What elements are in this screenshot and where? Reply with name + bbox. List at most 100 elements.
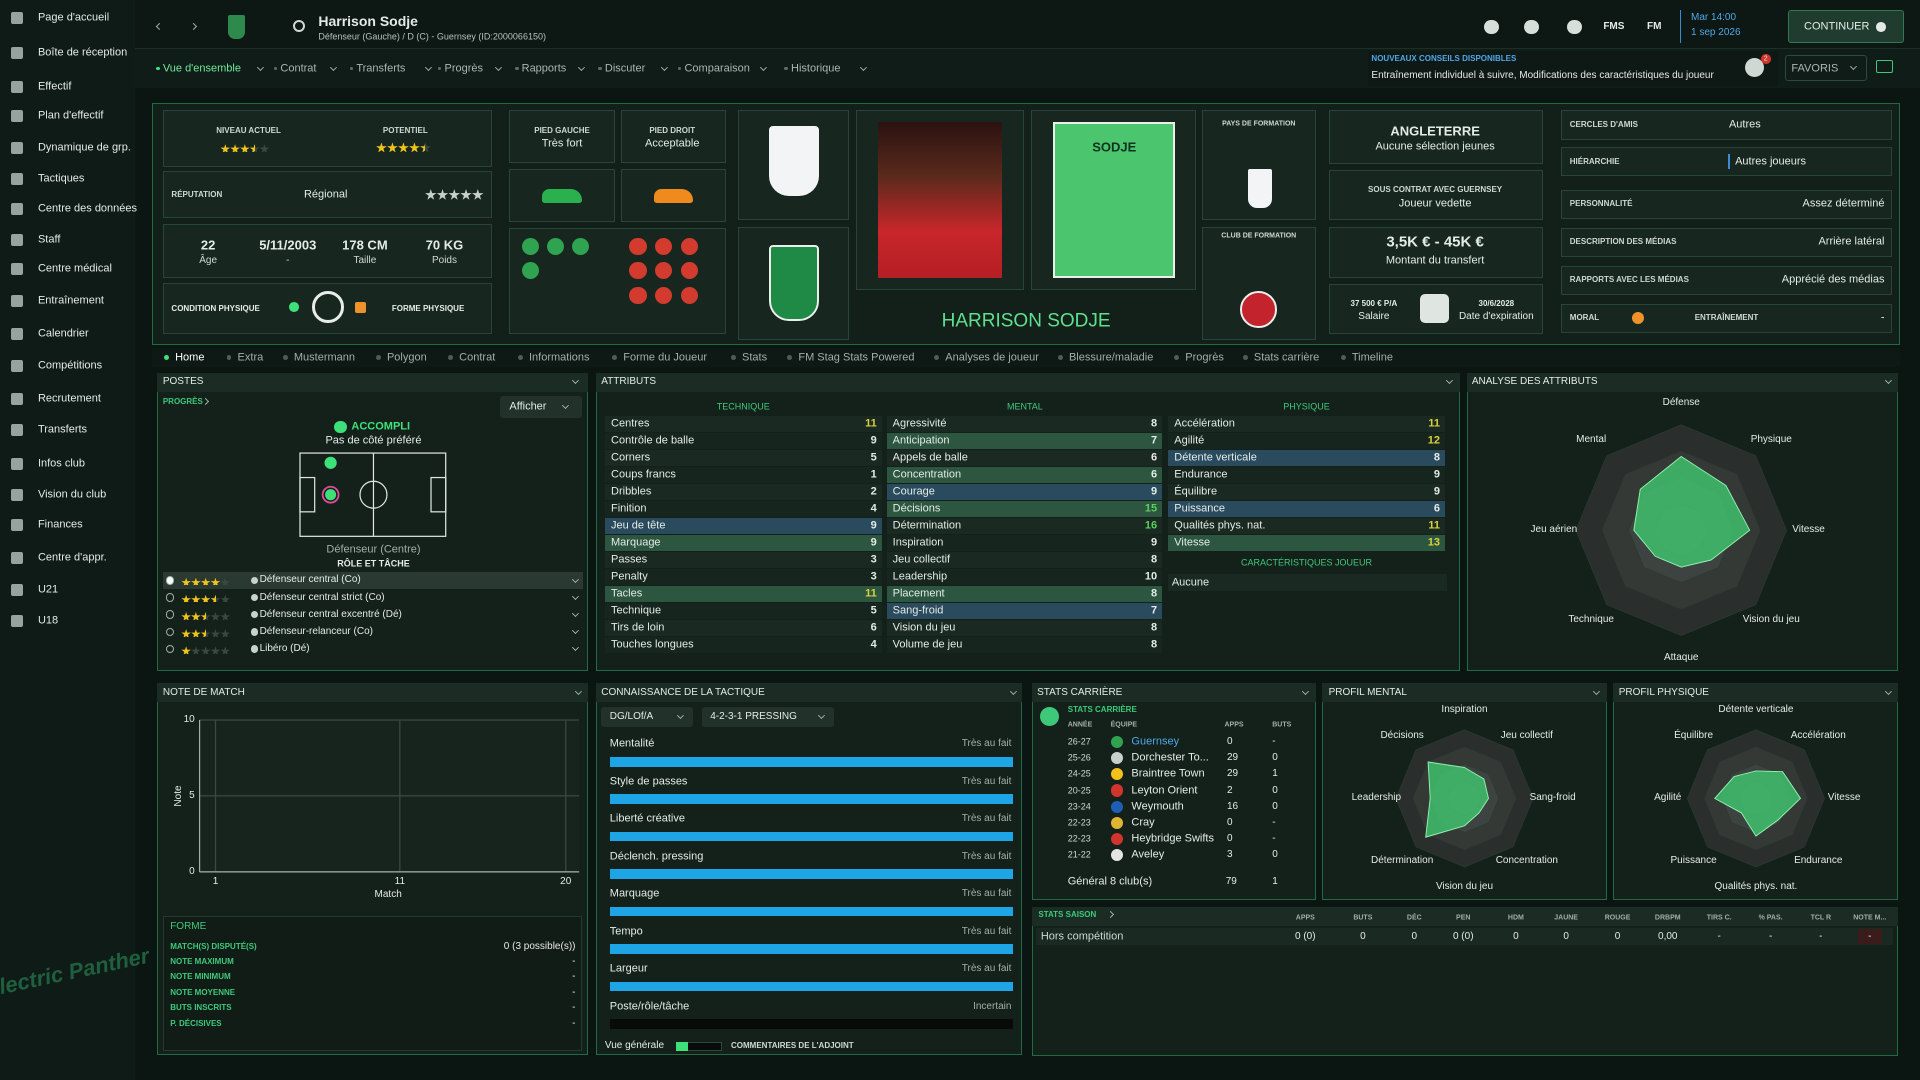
nav-tab[interactable]: Historique: [791, 62, 841, 75]
tactic-level: Incertain: [973, 1000, 1012, 1012]
panel-link[interactable]: PROGRÈS: [162, 396, 203, 406]
top-icon-label[interactable]: FM: [1647, 20, 1662, 32]
card-label: PAYS DE FORMATION: [1222, 120, 1296, 128]
nav-tab[interactable]: Contrat: [280, 62, 317, 75]
total-label: Général 8 club(s): [1067, 875, 1153, 888]
attribute-name: Centres: [611, 417, 650, 430]
comments-link[interactable]: COMMENTAIRES DE L'ADJOINT: [731, 1040, 854, 1050]
sidebar-item[interactable]: Transferts: [37, 423, 88, 436]
favorites-label[interactable]: FAVORIS: [1791, 62, 1839, 75]
subtab-dot: [164, 355, 169, 360]
attribute-value: 2: [870, 485, 877, 498]
sidebar-item[interactable]: Vision du club: [37, 488, 107, 501]
sidebar-item[interactable]: Dynamique de grp.: [37, 141, 131, 154]
star: [249, 144, 255, 152]
subtab[interactable]: Timeline: [1351, 351, 1393, 364]
subtab[interactable]: FM Stag Stats Powered: [798, 351, 915, 364]
dropdown-label[interactable]: DG/LOf/A: [609, 710, 654, 722]
status: ACCOMPLI: [351, 420, 411, 433]
attribute-value: 8: [1151, 553, 1158, 566]
radar-label: Physique: [1750, 434, 1792, 446]
subtab[interactable]: Blessure/maladie: [1068, 351, 1154, 364]
card-label: POTENTIEL: [382, 126, 428, 136]
nav-tab[interactable]: Transferts: [356, 62, 406, 75]
sidebar-item[interactable]: Compétitions: [37, 359, 103, 372]
radar-label: Technique: [1568, 614, 1614, 626]
role-radio: [165, 644, 175, 654]
nav-tab[interactable]: Discuter: [604, 62, 646, 75]
sidebar-item[interactable]: Boîte de réception: [37, 46, 128, 59]
sidebar-item[interactable]: Centre médical: [37, 262, 112, 275]
role-name[interactable]: Défenseur central (Co): [259, 574, 361, 586]
subtab[interactable]: Informations: [528, 351, 590, 364]
trait-icon: [547, 237, 565, 255]
sidebar-item[interactable]: Entraînement: [37, 294, 104, 307]
sidebar-item[interactable]: Centre d'appr.: [37, 551, 107, 564]
subtab-dot: [226, 355, 232, 360]
sidebar-item[interactable]: Plan d'effectif: [37, 109, 104, 122]
attribute-name: Anticipation: [892, 434, 950, 447]
divider: [1680, 9, 1682, 43]
attribute-name: Agressivité: [892, 417, 947, 430]
nav-tab[interactable]: Progrès: [444, 62, 484, 75]
subtab[interactable]: Progrès: [1185, 351, 1224, 364]
nav-tab[interactable]: Vue d'ensemble: [162, 62, 241, 75]
attribute-row: [1168, 534, 1445, 551]
radar-label: Vitesse: [1792, 524, 1825, 536]
sidebar-item[interactable]: Infos club: [37, 457, 86, 470]
info-value: -: [1880, 311, 1885, 324]
nav-tab[interactable]: Comparaison: [684, 62, 750, 75]
favorites-button[interactable]: [1785, 55, 1868, 81]
dropdown-label[interactable]: 4-2-3-1 PRESSING: [710, 710, 797, 722]
attribute-name: Inspiration: [892, 536, 944, 549]
continue-label[interactable]: CONTINUER: [1804, 20, 1870, 33]
trait-icon: [655, 262, 673, 280]
sidebar-item[interactable]: Staff: [37, 233, 61, 246]
subtab[interactable]: Analyses de joueur: [945, 351, 1039, 364]
sidebar-item[interactable]: Tactiques: [37, 172, 85, 185]
form-label: BUTS INSCRITS: [170, 1003, 232, 1013]
subtab[interactable]: Polygon: [386, 351, 427, 364]
subtab[interactable]: Stats carrière: [1253, 351, 1320, 364]
dropdown[interactable]: [701, 706, 834, 728]
star-rating: [425, 189, 484, 201]
tactic-label: Déclench. pressing: [609, 850, 704, 863]
subtab-dot: [787, 355, 793, 360]
sidebar-icon: [11, 142, 24, 155]
subtab[interactable]: Mustermann: [293, 351, 356, 364]
star: [425, 189, 437, 200]
sidebar-item[interactable]: Recrutement: [37, 392, 101, 405]
sidebar-item[interactable]: Effectif: [37, 80, 72, 93]
subtab[interactable]: Extra: [237, 351, 264, 364]
display-label[interactable]: Afficher: [509, 400, 547, 413]
sidebar-item[interactable]: Page d'accueil: [37, 11, 110, 24]
subtab[interactable]: Home: [175, 351, 205, 364]
sidebar-item[interactable]: Finances: [37, 518, 83, 531]
panel-link[interactable]: STATS SAISON: [1038, 909, 1097, 919]
sidebar-item[interactable]: Calendrier: [37, 327, 89, 340]
attribute-row: [886, 500, 1163, 517]
info-row: [1561, 189, 1892, 220]
sidebar-item[interactable]: Centre des données: [37, 202, 138, 215]
role-name[interactable]: Défenseur-relanceur (Co): [259, 625, 373, 637]
sidebar-item[interactable]: U21: [37, 583, 59, 596]
role-name[interactable]: Défenseur central excentré (Dé): [259, 608, 402, 620]
y-axis-label: Note: [172, 785, 184, 807]
subtab[interactable]: Forme du Joueur: [623, 351, 708, 364]
role-name[interactable]: Défenseur central strict (Co): [259, 591, 385, 603]
season-row: [1035, 928, 1894, 946]
sidebar-icon: [11, 172, 24, 185]
subtab[interactable]: Contrat: [459, 351, 496, 364]
dropdown[interactable]: [601, 706, 694, 728]
display-button[interactable]: [499, 395, 582, 418]
subtab[interactable]: Stats: [742, 351, 768, 364]
role-name[interactable]: Libéro (Dé): [259, 642, 310, 654]
sidebar-item[interactable]: U18: [37, 614, 59, 627]
top-icon-label[interactable]: FMS: [1603, 20, 1625, 32]
nav-tab[interactable]: Rapports: [521, 62, 567, 75]
attribute-name: Endurance: [1174, 468, 1228, 481]
sidebar-icon: [11, 488, 24, 501]
team[interactable]: Guernsey: [1131, 735, 1180, 748]
panel-link[interactable]: STATS CARRIÈRE: [1067, 705, 1137, 715]
star: [398, 142, 409, 153]
